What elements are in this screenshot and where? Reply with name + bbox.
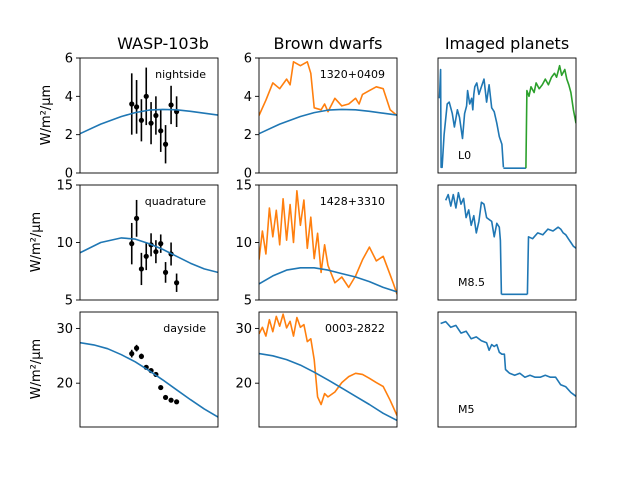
data-point — [129, 241, 135, 247]
ylabel-row-0: W/m²/μm — [39, 85, 54, 145]
data-point — [162, 269, 169, 275]
data-point — [143, 253, 149, 259]
axes-frame — [79, 311, 219, 428]
panel-1-0: 5 10 15 quadrature — [56, 179, 219, 309]
data-point — [133, 104, 140, 110]
panel-2-2: M5 — [437, 311, 577, 428]
y-tick-label: 6 — [244, 52, 252, 67]
panel-2-1: 20 30 0003-2822 — [235, 311, 398, 428]
series-line-0 — [259, 61, 397, 117]
panel-label: M5 — [458, 403, 475, 416]
series-line-0 — [438, 68, 505, 169]
series-line-2 — [525, 64, 576, 169]
panel-label: 0003-2822 — [325, 322, 385, 335]
column-title-0: WASP-103b — [117, 34, 209, 53]
panel-grid: 0 2 4 6 nightside 0 2 4 6 1320+0409 L0 5 10 15 quadrat… — [56, 52, 577, 428]
y-tick-label: 4 — [65, 90, 73, 105]
y-tick-label: 5 — [244, 294, 252, 309]
series-line-0 — [259, 313, 397, 416]
data-point — [162, 394, 169, 401]
plot-area — [259, 61, 397, 135]
series-line-1 — [80, 237, 218, 274]
series-line-1 — [80, 108, 218, 135]
series-line-1 — [259, 352, 397, 422]
y-tick-label: 0 — [65, 167, 73, 182]
series-line-0 — [440, 320, 576, 397]
column-title-1: Brown dwarfs — [274, 34, 383, 53]
plot-area — [80, 341, 218, 418]
y-tick-label: 5 — [65, 294, 73, 309]
panel-2-0: 20 30 dayside — [56, 311, 219, 428]
y-tick-label: 4 — [244, 90, 252, 105]
panel-1-2: M8.5 — [437, 184, 577, 301]
panel-label: 1320+0409 — [320, 68, 385, 81]
axes-frame — [437, 311, 577, 428]
data-point — [133, 345, 140, 351]
panel-label: quadrature — [145, 195, 207, 208]
panel-0-1: 0 2 4 6 1320+0409 — [244, 52, 398, 182]
plot-area — [80, 199, 218, 292]
series-line-0 — [259, 190, 397, 295]
panel-label: 1428+3310 — [320, 195, 385, 208]
panel-label: dayside — [163, 322, 206, 335]
panel-1-1: 5 10 15 1428+3310 — [235, 179, 398, 309]
panel-label: M8.5 — [458, 276, 485, 289]
y-tick-label: 15 — [56, 179, 73, 194]
data-point — [138, 266, 145, 272]
ylabel-row-2: W/m²/μm — [29, 339, 44, 399]
axes-frame — [258, 57, 398, 174]
data-point — [133, 215, 140, 221]
series-line-2 — [526, 226, 576, 295]
panel-label: nightside — [155, 68, 206, 81]
panel-label: L0 — [458, 149, 471, 162]
data-point — [168, 102, 174, 108]
data-point — [174, 280, 180, 286]
plot-area — [444, 191, 576, 296]
axes-frame — [437, 184, 577, 301]
data-point — [162, 141, 169, 147]
y-tick-label: 2 — [65, 128, 73, 143]
data-point — [143, 93, 149, 99]
data-point — [174, 399, 180, 405]
series-line-1 — [259, 267, 397, 293]
y-tick-label: 20 — [235, 377, 252, 392]
data-point — [153, 112, 159, 119]
data-point — [158, 384, 164, 391]
data-point — [148, 120, 154, 126]
y-tick-label: 30 — [235, 322, 252, 337]
plot-area — [80, 67, 218, 164]
series-line-0 — [444, 191, 503, 295]
y-tick-label: 10 — [235, 236, 252, 251]
y-tick-label: 10 — [56, 236, 73, 251]
y-tick-label: 30 — [56, 322, 73, 337]
data-point — [129, 101, 135, 107]
series-line-1 — [259, 108, 397, 135]
panel-0-2: L0 — [437, 57, 577, 174]
plot-area — [259, 190, 397, 295]
plot-area — [440, 320, 576, 397]
ylabel-row-1: W/m²/μm — [29, 212, 44, 272]
y-tick-label: 2 — [244, 128, 252, 143]
data-point — [158, 241, 164, 247]
series-line-1 — [80, 341, 218, 418]
y-tick-label: 15 — [235, 179, 252, 194]
panel-0-0: 0 2 4 6 nightside — [65, 52, 219, 182]
axes-frame — [437, 57, 577, 174]
y-tick-label: 6 — [65, 52, 73, 67]
data-point — [153, 249, 159, 255]
data-point — [129, 351, 135, 357]
plot-area — [259, 313, 397, 422]
axes-frame — [258, 311, 398, 428]
data-point — [168, 397, 174, 403]
data-point — [138, 353, 145, 359]
data-point — [158, 128, 164, 134]
plot-area — [438, 64, 576, 169]
data-point — [138, 117, 145, 123]
column-title-2: Imaged planets — [445, 34, 569, 53]
y-tick-label: 20 — [56, 377, 73, 392]
y-tick-label: 0 — [244, 167, 252, 182]
axes-frame — [79, 57, 219, 174]
